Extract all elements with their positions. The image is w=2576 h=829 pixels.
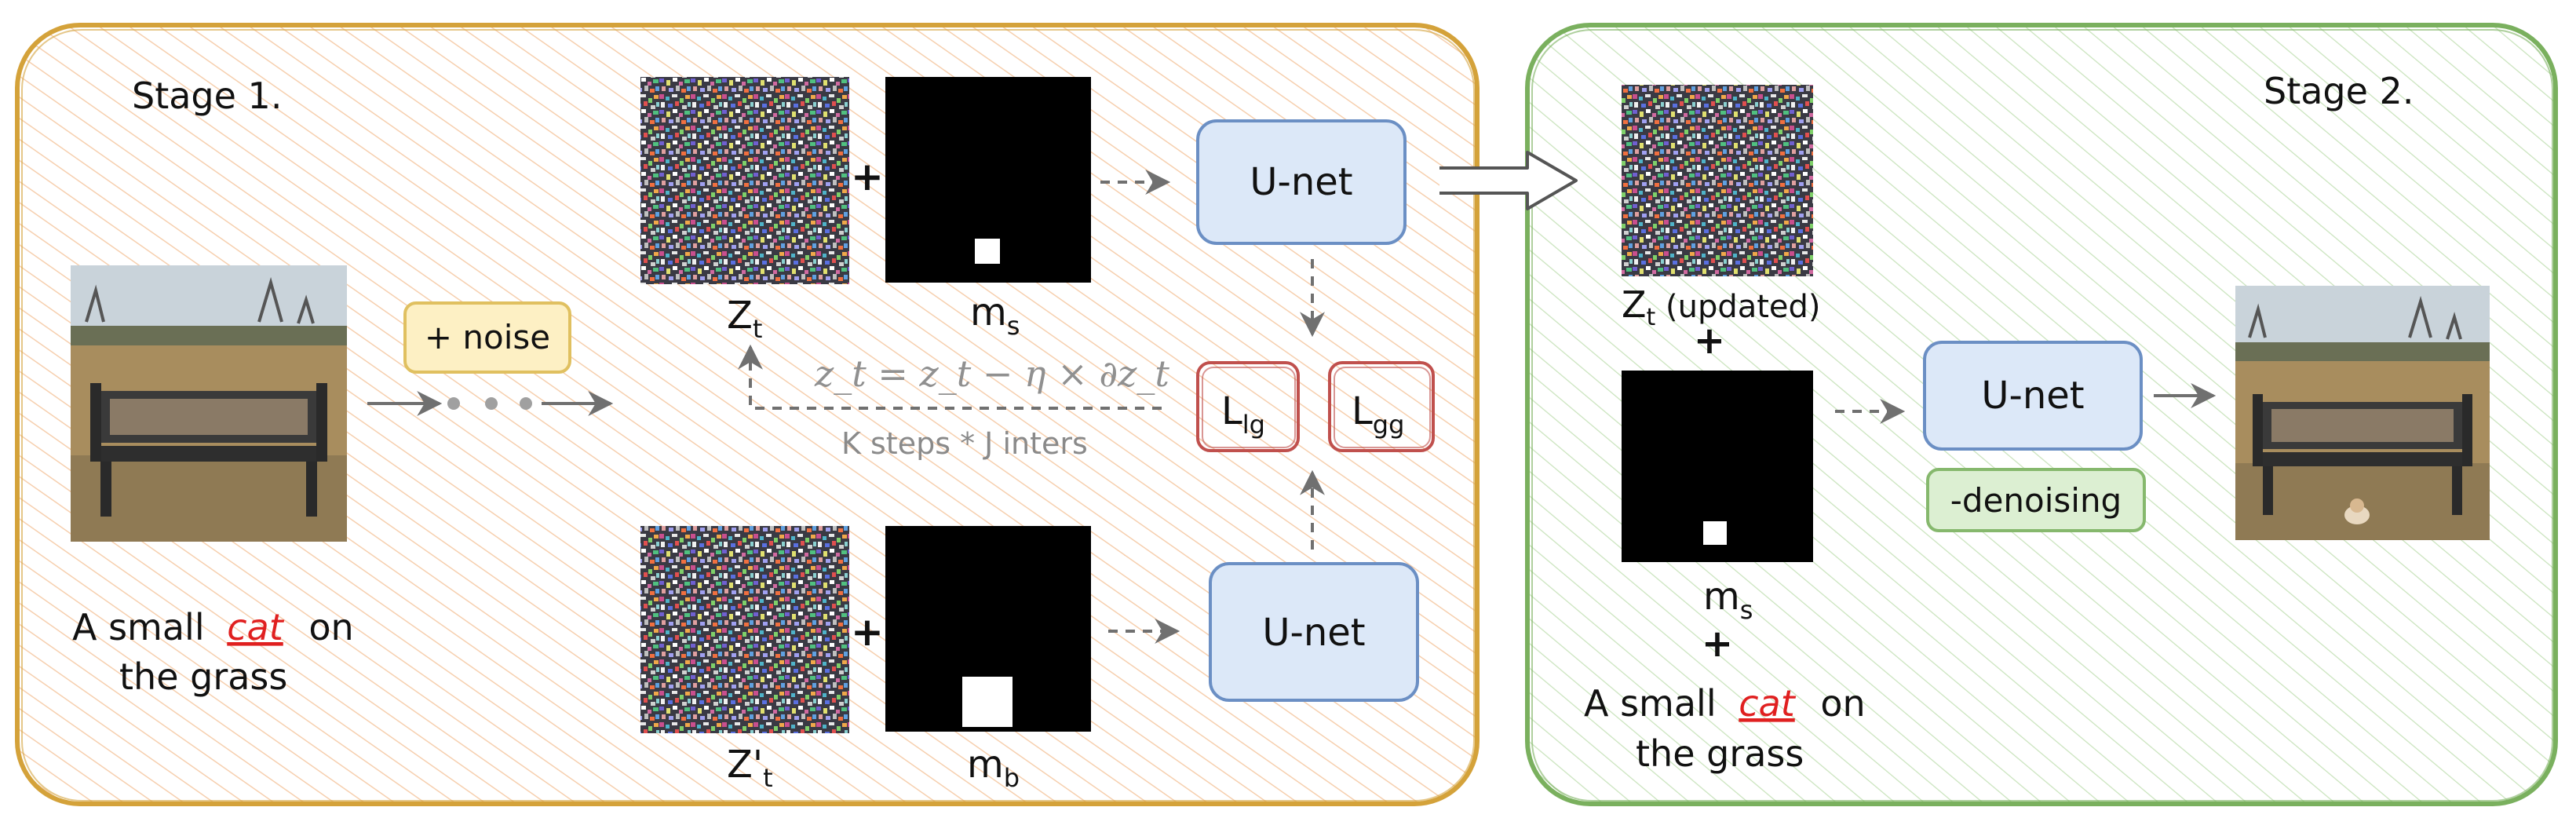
noise-step-label: + noise — [425, 318, 550, 356]
stage2-prompt-prefix: A small — [1584, 682, 1717, 725]
update-formula: z_t = z_t − η × ∂z_t — [814, 352, 1169, 395]
stage2-unet: U-net — [1923, 341, 2143, 451]
stage1-prompt-line2: the grass — [119, 656, 287, 698]
stage1-prompt-suffix: on — [308, 606, 353, 648]
latent-zt-top-label: Zt — [727, 294, 762, 344]
latent-zt-bottom-label: Z't — [727, 743, 773, 793]
stage1-prompt-highlight: cat — [227, 606, 284, 648]
unet-top-label: U-net — [1250, 160, 1352, 204]
plus-bottom: + — [851, 609, 884, 655]
stage2-prompt-suffix: on — [1820, 682, 1865, 725]
noise-step-box: + noise — [403, 301, 571, 374]
mask-big-bottom — [885, 526, 1091, 732]
stage1-prompt-line1: A small cat on — [72, 606, 354, 648]
stage2-prompt-line1: A small cat on — [1584, 682, 1866, 725]
steps-label: K steps * J inters — [841, 426, 1088, 461]
loss-gg-label: Lgg — [1352, 389, 1404, 440]
plus-top: + — [851, 154, 884, 199]
stage-transition-arrow — [1439, 151, 1578, 210]
stage2-title: Stage 2. — [2264, 70, 2414, 112]
loss-lg-box: Llg — [1196, 361, 1300, 452]
stage2-mask-label: ms — [1703, 575, 1753, 625]
mask-small-top — [885, 77, 1091, 283]
stage2-prompt-highlight: cat — [1739, 682, 1796, 725]
stage2-latent-label: Zt (updated) — [1622, 283, 1821, 331]
stage1-prompt-prefix: A small — [72, 606, 205, 648]
stage2-plus-bottom: + — [1702, 622, 1733, 666]
latent-zt-bottom — [640, 526, 849, 733]
stage2-mask — [1622, 371, 1813, 562]
stage2-latent — [1622, 85, 1813, 276]
unet-bottom-label: U-net — [1262, 611, 1365, 655]
mask-big-bottom-label: mb — [967, 743, 1020, 793]
mask-small-top-label: ms — [970, 290, 1020, 341]
loss-lg-label: Llg — [1221, 389, 1265, 440]
loss-gg-box: Lgg — [1328, 361, 1435, 452]
output-photo-bench-cat — [2235, 286, 2490, 540]
stage1-panel — [15, 23, 1480, 806]
input-photo-bench — [71, 265, 347, 542]
stage2-unet-label: U-net — [1981, 374, 2084, 418]
dot-2 — [485, 397, 498, 410]
stage2-prompt-line2: the grass — [1636, 732, 1804, 775]
latent-zt-top — [640, 77, 849, 284]
dot-1 — [447, 397, 460, 410]
unet-top: U-net — [1196, 119, 1407, 245]
generated-cat — [2344, 506, 2370, 524]
feedback-arrow — [738, 344, 1162, 410]
stage2-plus-top: + — [1694, 319, 1725, 363]
unet-bottom: U-net — [1209, 562, 1419, 702]
stage1-title: Stage 1. — [132, 75, 282, 117]
dot-3 — [520, 397, 532, 410]
denoising-box: -denoising — [1926, 468, 2146, 532]
denoising-label: -denoising — [1950, 481, 2122, 520]
